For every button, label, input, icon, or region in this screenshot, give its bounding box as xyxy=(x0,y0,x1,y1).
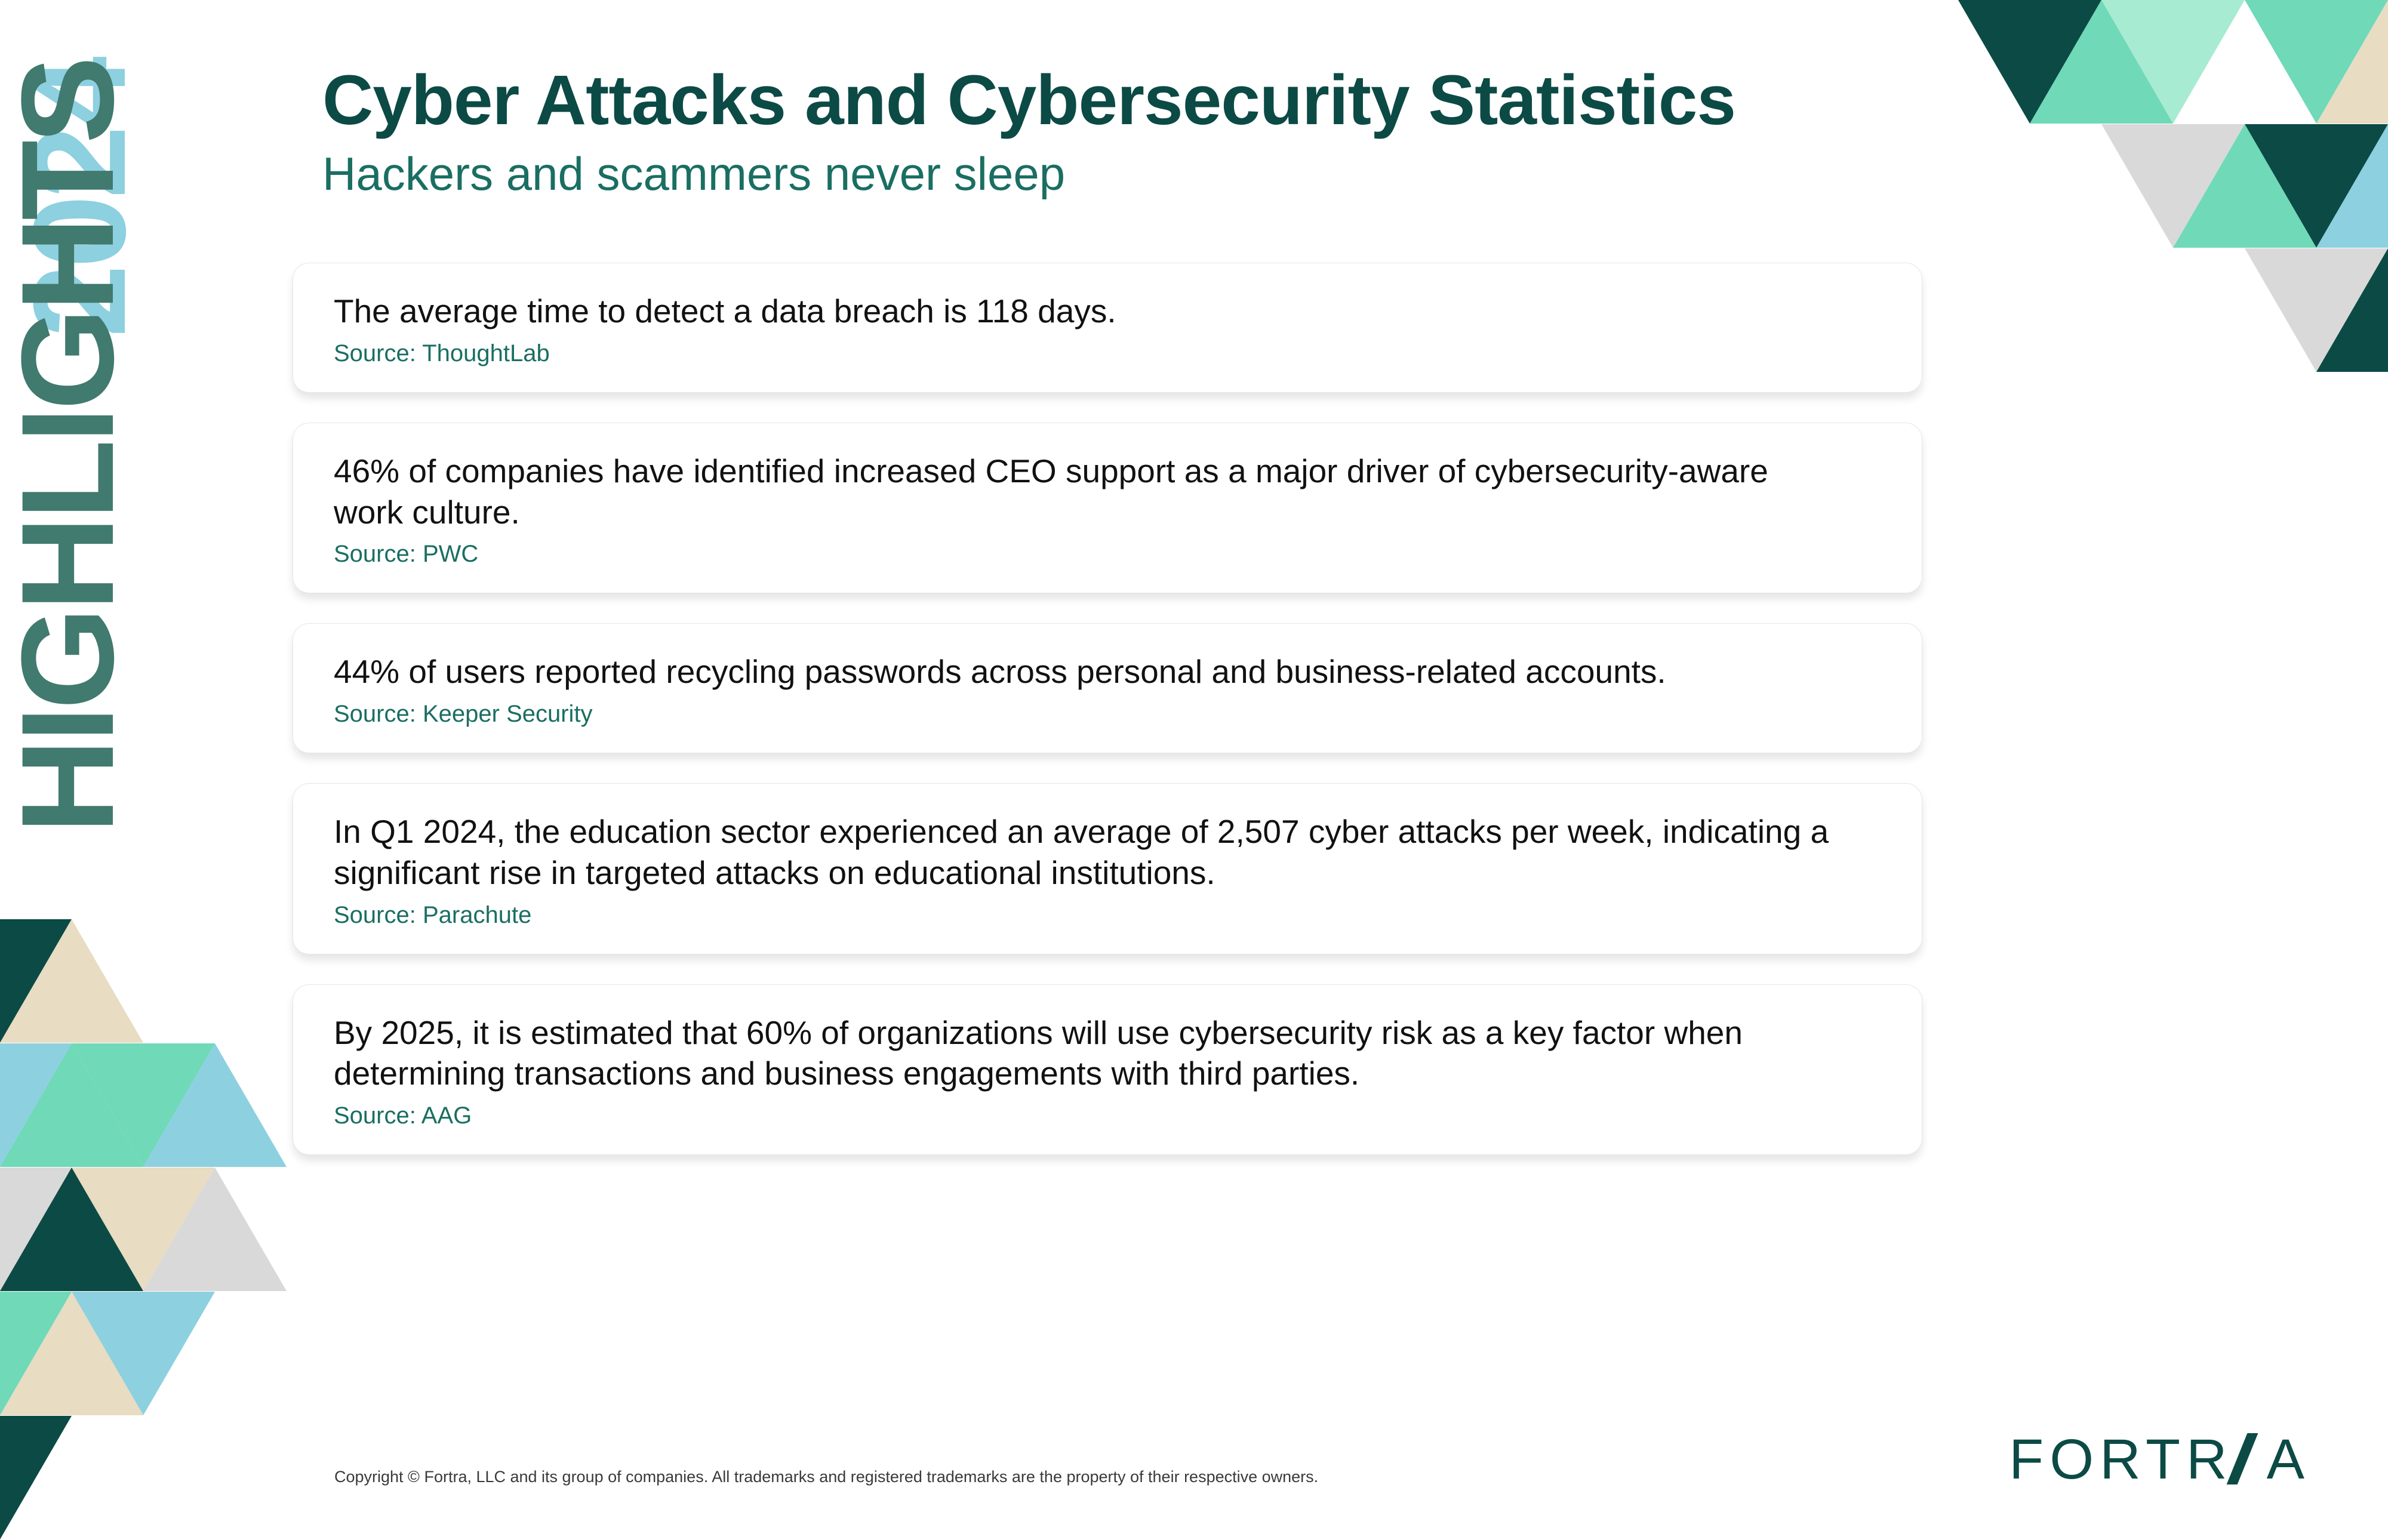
page: 2024 HIGHLIGHTS Cyber Attacks and Cybers… xyxy=(0,0,2388,1540)
page-title: Cyber Attacks and Cybersecurity Statisti… xyxy=(322,60,1735,141)
decor-triangle xyxy=(0,1416,72,1539)
decor-triangle xyxy=(143,1168,287,1291)
stat-cards: The average time to detect a data breach… xyxy=(293,263,1922,1155)
copyright-text: Copyright © Fortra, LLC and its group of… xyxy=(334,1468,1318,1486)
stat-card: 46% of companies have identified increas… xyxy=(293,423,1922,594)
stat-card: 44% of users reported recycling password… xyxy=(293,623,1922,753)
decor-triangle xyxy=(2316,124,2388,248)
brand-text-part1: FORTR xyxy=(2009,1428,2233,1491)
stat-source: Source: PWC xyxy=(334,541,1881,568)
decor-triangle xyxy=(2173,0,2316,124)
decor-triangle xyxy=(0,1168,143,1291)
side-label-year: 2024 xyxy=(24,60,136,337)
brand-text-part2: A xyxy=(2267,1428,2310,1491)
header: Cyber Attacks and Cybersecurity Statisti… xyxy=(322,60,1735,201)
stat-text: By 2025, it is estimated that 60% of org… xyxy=(334,1012,1844,1095)
stat-source: Source: Keeper Security xyxy=(334,701,1881,728)
stat-card: By 2025, it is estimated that 60% of org… xyxy=(293,984,1922,1156)
decor-triangle xyxy=(0,1043,143,1167)
stat-source: Source: AAG xyxy=(334,1102,1881,1129)
decor-triangle xyxy=(0,919,143,1043)
stat-card: In Q1 2024, the education sector experie… xyxy=(293,783,1922,954)
stat-source: Source: Parachute xyxy=(334,902,1881,929)
decor-triangle xyxy=(143,1043,287,1167)
side-label-highlights: HIGHLIGHTS xyxy=(12,60,124,834)
brand-logo: FORTR A xyxy=(2009,1427,2310,1492)
decor-triangle xyxy=(2173,124,2316,248)
stat-source: Source: ThoughtLab xyxy=(334,340,1881,367)
stat-text: In Q1 2024, the education sector experie… xyxy=(334,811,1844,894)
stat-text: 44% of users reported recycling password… xyxy=(334,651,1844,692)
stat-card: The average time to detect a data breach… xyxy=(293,263,1922,393)
decor-triangle xyxy=(2030,0,2173,124)
decor-triangle xyxy=(2316,248,2388,372)
page-subtitle: Hackers and scammers never sleep xyxy=(322,147,1735,201)
side-highlights-label: 2024 HIGHLIGHTS xyxy=(24,60,179,776)
decor-triangle xyxy=(0,1292,143,1415)
decor-triangle xyxy=(2316,0,2388,124)
stat-text: 46% of companies have identified increas… xyxy=(334,451,1844,533)
stat-text: The average time to detect a data breach… xyxy=(334,291,1844,332)
